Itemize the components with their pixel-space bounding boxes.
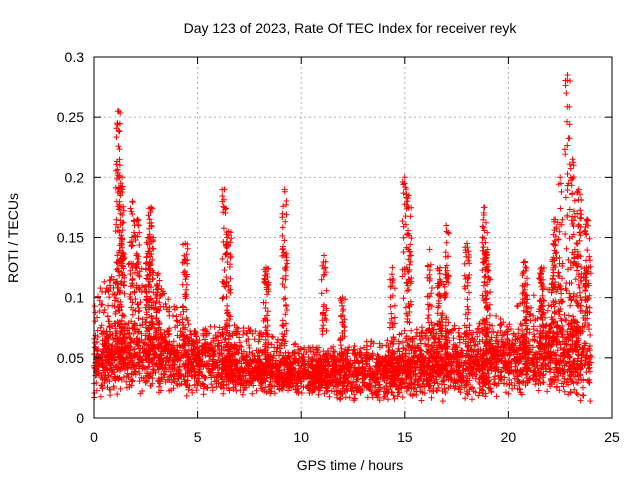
- x-tick-label: 20: [501, 429, 517, 445]
- y-tick-label: 0.05: [57, 350, 84, 366]
- x-tick-label: 15: [397, 429, 413, 445]
- x-tick-label: 10: [293, 429, 309, 445]
- y-tick-label: 0: [76, 410, 84, 426]
- data-points: [91, 72, 595, 405]
- x-tick-label: 25: [604, 429, 620, 445]
- y-axis-label: ROTI / TECUs: [5, 193, 21, 283]
- chart-title: Day 123 of 2023, Rate Of TEC Index for r…: [184, 20, 518, 36]
- axis-ticks: [93, 56, 613, 419]
- y-tick-label: 0.3: [65, 49, 85, 65]
- y-tick-label: 0.25: [57, 109, 84, 125]
- x-tick-label: 5: [194, 429, 202, 445]
- scatter-series-points: [91, 72, 595, 405]
- x-tick-label: 0: [90, 429, 98, 445]
- tick-labels: 0 5 10 15 20 25 0 0.05 0.1 0.15 0.2 0.25 0.3: [57, 49, 620, 445]
- y-tick-label: 0.1: [65, 290, 85, 306]
- x-axis-label: GPS time / hours: [297, 457, 404, 473]
- y-tick-label: 0.15: [57, 230, 84, 246]
- y-tick-label: 0.2: [65, 169, 85, 185]
